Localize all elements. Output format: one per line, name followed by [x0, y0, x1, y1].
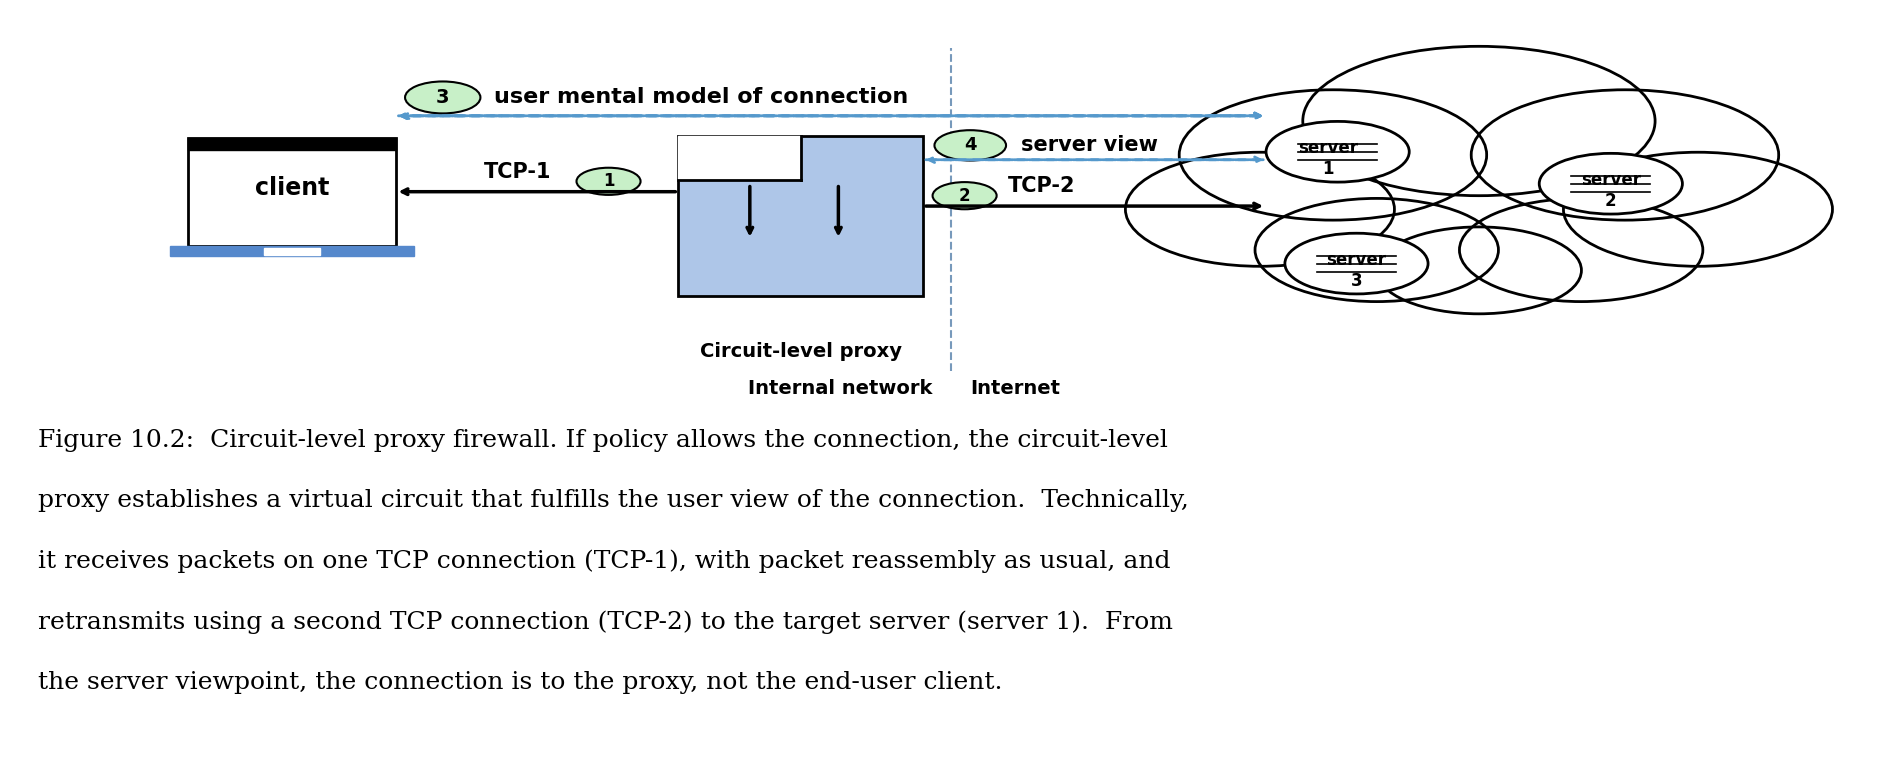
Bar — [264, 248, 320, 255]
Circle shape — [934, 131, 1006, 161]
Text: server: server — [1326, 250, 1387, 269]
Text: 1: 1 — [603, 172, 614, 190]
FancyBboxPatch shape — [188, 137, 396, 246]
Text: Circuit-level proxy: Circuit-level proxy — [699, 342, 902, 361]
Bar — [170, 246, 414, 256]
Bar — [678, 136, 801, 180]
Text: TCP-1: TCP-1 — [484, 162, 552, 182]
Text: client: client — [254, 176, 330, 200]
Text: the server viewpoint, the connection is to the proxy, not the end-user client.: the server viewpoint, the connection is … — [38, 670, 1002, 694]
Circle shape — [1460, 198, 1703, 302]
Text: 2: 2 — [959, 187, 970, 205]
Circle shape — [1471, 90, 1778, 220]
Text: proxy establishes a virtual circuit that fulfills the user view of the connectio: proxy establishes a virtual circuit that… — [38, 489, 1189, 512]
Text: TCP-2: TCP-2 — [1008, 177, 1076, 197]
Circle shape — [1564, 152, 1833, 266]
Circle shape — [1304, 46, 1656, 196]
Text: Internal network: Internal network — [748, 379, 933, 399]
Text: 1: 1 — [1323, 161, 1334, 178]
Text: retransmits using a second TCP connection (TCP-2) to the target server (server 1: retransmits using a second TCP connectio… — [38, 611, 1172, 634]
Circle shape — [1285, 233, 1428, 294]
Bar — [188, 137, 396, 150]
Circle shape — [577, 167, 641, 195]
Text: 2: 2 — [1605, 192, 1616, 210]
Text: user mental model of connection: user mental model of connection — [494, 88, 908, 108]
Circle shape — [1255, 198, 1498, 302]
Text: server: server — [1298, 139, 1358, 157]
Text: server view: server view — [1021, 135, 1159, 155]
Text: 4: 4 — [965, 137, 976, 154]
Text: Figure 10.2:  Circuit-level proxy firewall. If policy allows the connection, the: Figure 10.2: Circuit-level proxy firewal… — [38, 429, 1168, 452]
Text: server: server — [1581, 170, 1641, 189]
Text: Internet: Internet — [970, 379, 1061, 399]
Circle shape — [405, 81, 480, 114]
Text: 3: 3 — [435, 88, 450, 107]
Circle shape — [1377, 227, 1581, 314]
Text: it receives packets on one TCP connection (TCP-1), with packet reassembly as usu: it receives packets on one TCP connectio… — [38, 550, 1170, 573]
FancyBboxPatch shape — [678, 136, 923, 296]
Circle shape — [1539, 154, 1682, 214]
Circle shape — [1266, 121, 1409, 182]
Circle shape — [933, 182, 997, 209]
Text: 3: 3 — [1351, 272, 1362, 290]
Circle shape — [1125, 152, 1394, 266]
Circle shape — [1179, 90, 1486, 220]
